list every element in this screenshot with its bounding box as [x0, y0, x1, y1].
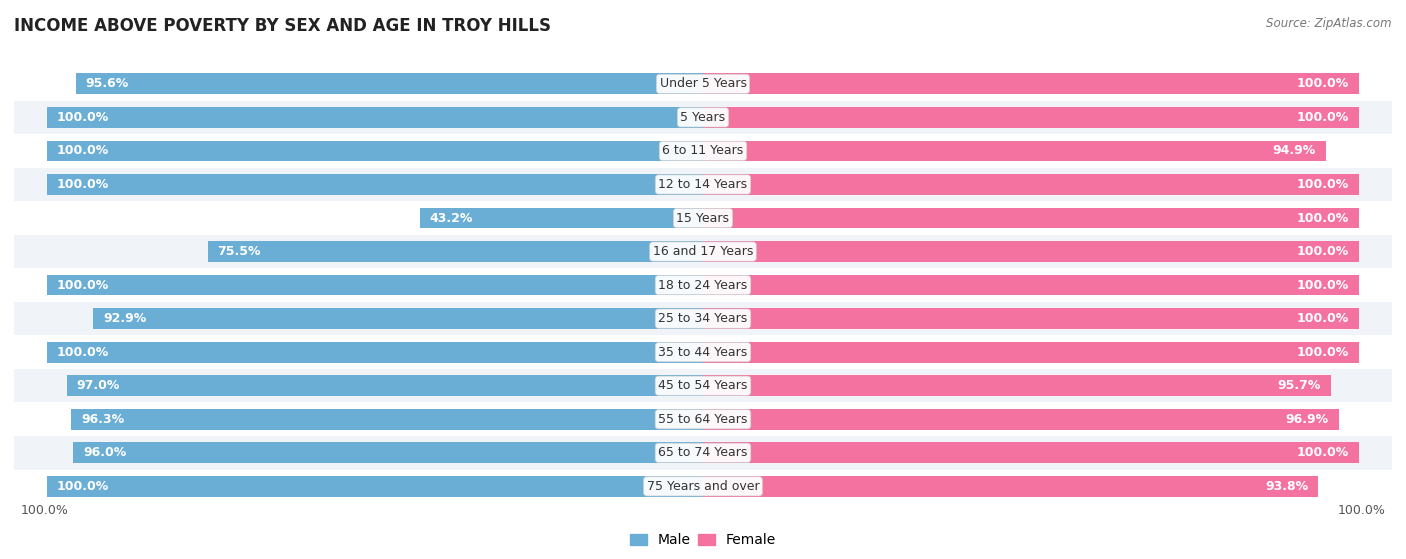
Text: 100.0%: 100.0%: [21, 504, 69, 517]
Bar: [208, 241, 703, 262]
Bar: [73, 442, 703, 463]
Text: Source: ZipAtlas.com: Source: ZipAtlas.com: [1267, 17, 1392, 30]
Bar: [0, 302, 1406, 335]
Bar: [0, 101, 1406, 134]
Bar: [0, 436, 1406, 470]
Text: 100.0%: 100.0%: [56, 278, 108, 292]
Bar: [0, 201, 1406, 235]
Bar: [703, 73, 1360, 94]
Bar: [0, 402, 1406, 436]
Bar: [0, 168, 1406, 201]
Text: 6 to 11 Years: 6 to 11 Years: [662, 144, 744, 158]
Bar: [703, 409, 1339, 430]
Bar: [703, 476, 1319, 497]
Text: 100.0%: 100.0%: [1298, 178, 1350, 191]
Text: 75 Years and over: 75 Years and over: [647, 480, 759, 493]
Text: 100.0%: 100.0%: [56, 144, 108, 158]
Bar: [0, 268, 1406, 302]
Bar: [46, 107, 703, 128]
Legend: Male, Female: Male, Female: [624, 528, 782, 553]
Bar: [46, 174, 703, 195]
Text: 65 to 74 Years: 65 to 74 Years: [658, 446, 748, 459]
Text: 45 to 54 Years: 45 to 54 Years: [658, 379, 748, 392]
Text: 100.0%: 100.0%: [1298, 211, 1350, 225]
Text: 100.0%: 100.0%: [1298, 278, 1350, 292]
Text: 95.6%: 95.6%: [86, 77, 129, 91]
Text: 100.0%: 100.0%: [56, 178, 108, 191]
Text: 12 to 14 Years: 12 to 14 Years: [658, 178, 748, 191]
Bar: [46, 274, 703, 296]
Bar: [46, 476, 703, 497]
Bar: [93, 308, 703, 329]
Text: 100.0%: 100.0%: [56, 111, 108, 124]
Bar: [703, 274, 1360, 296]
Text: 25 to 34 Years: 25 to 34 Years: [658, 312, 748, 325]
Text: 5 Years: 5 Years: [681, 111, 725, 124]
Bar: [703, 107, 1360, 128]
Text: 95.7%: 95.7%: [1278, 379, 1322, 392]
Text: 18 to 24 Years: 18 to 24 Years: [658, 278, 748, 292]
Bar: [703, 174, 1360, 195]
Bar: [46, 342, 703, 363]
Text: 35 to 44 Years: 35 to 44 Years: [658, 345, 748, 359]
Text: 92.9%: 92.9%: [103, 312, 146, 325]
Text: 100.0%: 100.0%: [1298, 345, 1350, 359]
Text: 100.0%: 100.0%: [1298, 245, 1350, 258]
Bar: [72, 409, 703, 430]
Bar: [66, 375, 703, 396]
Bar: [0, 470, 1406, 503]
Bar: [703, 308, 1360, 329]
Bar: [703, 140, 1326, 162]
Text: 15 Years: 15 Years: [676, 211, 730, 225]
Text: 94.9%: 94.9%: [1272, 144, 1316, 158]
Bar: [76, 73, 703, 94]
Bar: [703, 375, 1331, 396]
Bar: [0, 67, 1406, 101]
Text: 97.0%: 97.0%: [76, 379, 120, 392]
Text: 100.0%: 100.0%: [1337, 504, 1385, 517]
Text: 100.0%: 100.0%: [1298, 446, 1350, 459]
Text: 55 to 64 Years: 55 to 64 Years: [658, 413, 748, 426]
Text: 96.0%: 96.0%: [83, 446, 127, 459]
Bar: [703, 342, 1360, 363]
Text: 100.0%: 100.0%: [56, 480, 108, 493]
Bar: [703, 241, 1360, 262]
Text: 100.0%: 100.0%: [1298, 312, 1350, 325]
Text: INCOME ABOVE POVERTY BY SEX AND AGE IN TROY HILLS: INCOME ABOVE POVERTY BY SEX AND AGE IN T…: [14, 17, 551, 35]
Bar: [703, 207, 1360, 229]
Bar: [0, 335, 1406, 369]
Bar: [0, 134, 1406, 168]
Text: 96.9%: 96.9%: [1286, 413, 1329, 426]
Text: 96.3%: 96.3%: [82, 413, 124, 426]
Text: 75.5%: 75.5%: [218, 245, 262, 258]
Bar: [0, 369, 1406, 402]
Bar: [46, 140, 703, 162]
Text: 100.0%: 100.0%: [56, 345, 108, 359]
Text: 93.8%: 93.8%: [1265, 480, 1309, 493]
Text: 43.2%: 43.2%: [429, 211, 472, 225]
Bar: [419, 207, 703, 229]
Text: 100.0%: 100.0%: [1298, 77, 1350, 91]
Text: 16 and 17 Years: 16 and 17 Years: [652, 245, 754, 258]
Bar: [0, 235, 1406, 268]
Bar: [703, 442, 1360, 463]
Text: Under 5 Years: Under 5 Years: [659, 77, 747, 91]
Text: 100.0%: 100.0%: [1298, 111, 1350, 124]
